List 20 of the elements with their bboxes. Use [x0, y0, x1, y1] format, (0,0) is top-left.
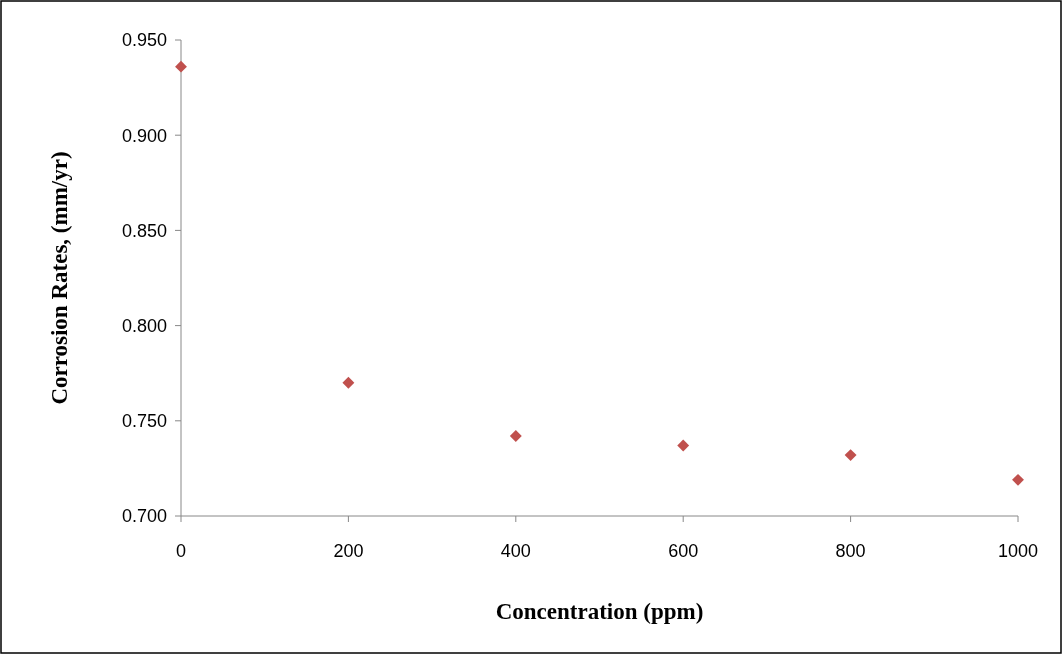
x-axis-title: Concentration (ppm) — [495, 599, 704, 624]
point — [1012, 473, 1024, 486]
x-tick-label: 800 — [835, 541, 866, 561]
x-tick-label: 200 — [333, 541, 364, 561]
y-tick-label: 0.700 — [121, 506, 167, 527]
x-tick-label: 1000 — [997, 541, 1039, 561]
point — [342, 376, 355, 389]
y-tick-label: 0.750 — [121, 411, 167, 432]
point — [509, 430, 522, 442]
y-tick-label: 0.850 — [121, 220, 167, 241]
point — [175, 60, 187, 73]
y-tick-label: 0.900 — [121, 125, 167, 146]
x-tick-label: 600 — [668, 541, 699, 561]
point — [677, 439, 690, 452]
y-tick-label: 0.800 — [121, 315, 167, 336]
x-tick-label: 0 — [175, 541, 187, 561]
y-axis-title: Corrosion Rates, (mm/yr) — [47, 151, 72, 405]
point — [844, 449, 857, 462]
y-tick-label: 0.950 — [121, 30, 167, 51]
x-tick-label: 400 — [500, 541, 531, 561]
